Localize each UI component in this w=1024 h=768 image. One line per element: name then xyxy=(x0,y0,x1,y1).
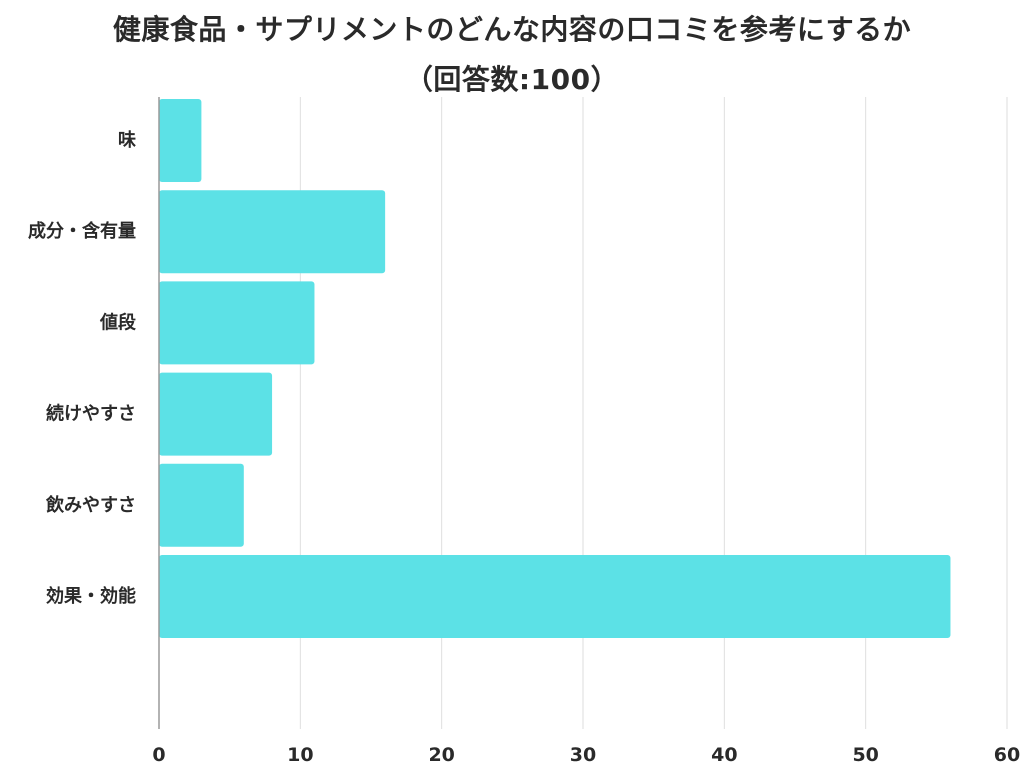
x-tick-label: 60 xyxy=(994,744,1020,766)
category-label: 飲みやすさ xyxy=(45,494,136,516)
category-label: 成分・含有量 xyxy=(28,220,136,242)
bar xyxy=(159,281,315,365)
chart-subtitle: （回答数:100） xyxy=(404,63,620,96)
bar xyxy=(159,463,244,547)
bar xyxy=(159,99,202,182)
bar xyxy=(159,555,951,638)
chart-title: 健康食品・サプリメントのどんな内容の口コミを参考にするか xyxy=(112,13,912,46)
bars xyxy=(159,99,951,638)
x-tick-label: 40 xyxy=(711,744,737,766)
x-tick-label: 20 xyxy=(428,744,454,766)
category-label: 味 xyxy=(118,130,136,151)
x-tick-label: 50 xyxy=(852,744,878,766)
bar xyxy=(159,372,273,456)
category-label: 続けやすさ xyxy=(46,403,136,425)
x-tick-label: 10 xyxy=(287,744,313,766)
category-label: 値段 xyxy=(99,311,137,333)
x-tick-labels: 0 10 20 30 40 50 60 xyxy=(152,744,1020,766)
category-label: 効果・効能 xyxy=(46,585,136,607)
x-tick-label: 0 xyxy=(152,744,165,766)
x-tick-label: 30 xyxy=(570,744,596,766)
bar xyxy=(159,190,386,274)
